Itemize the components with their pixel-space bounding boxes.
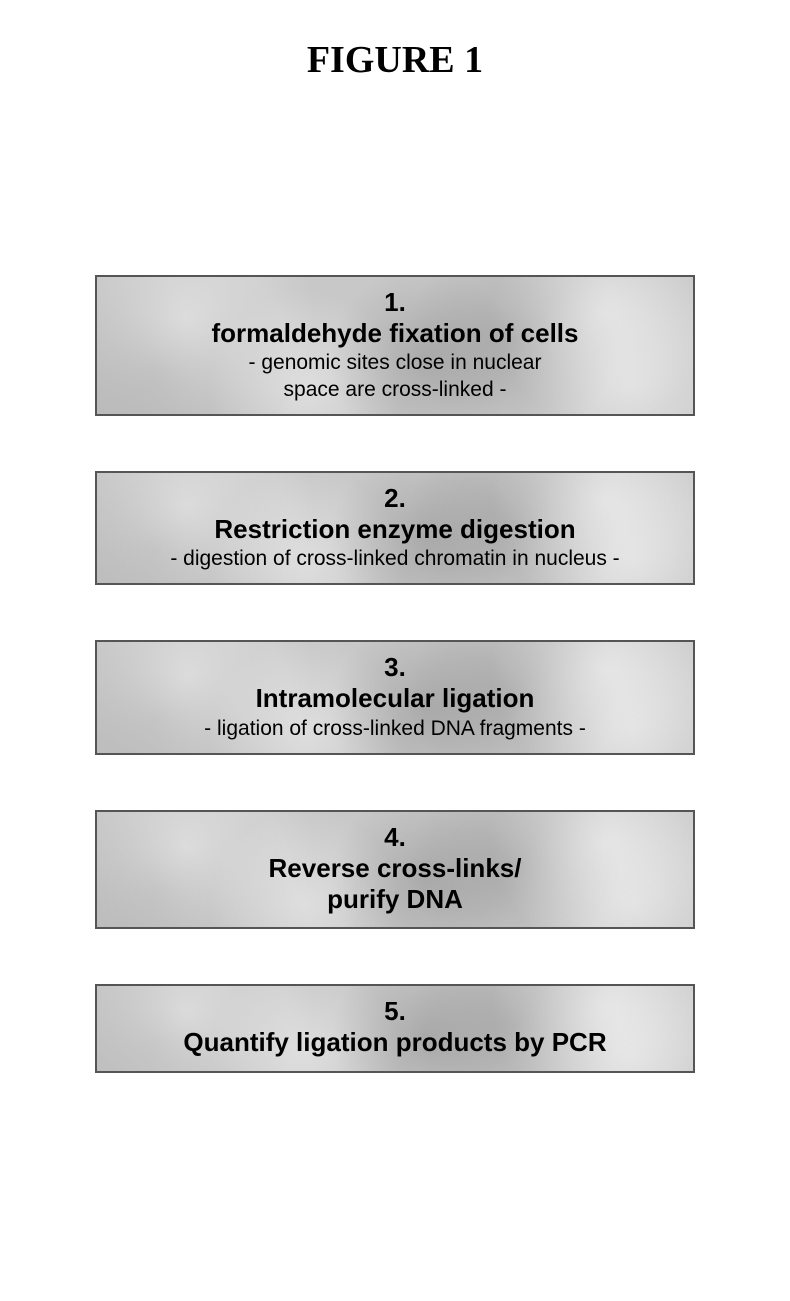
step-subtext-line2: space are cross-linked -	[105, 378, 685, 402]
step-number: 2.	[105, 483, 685, 514]
step-box-3: 3. Intramolecular ligation - ligation of…	[95, 640, 695, 755]
step-box-4: 4. Reverse cross-links/ purify DNA	[95, 810, 695, 930]
step-heading-line1: Reverse cross-links/	[105, 853, 685, 884]
step-number: 4.	[105, 822, 685, 853]
step-number: 1.	[105, 287, 685, 318]
step-subtext-line1: - genomic sites close in nuclear	[105, 351, 685, 375]
step-heading: formaldehyde fixation of cells	[105, 318, 685, 349]
step-subtext-line1: - ligation of cross-linked DNA fragments…	[105, 717, 685, 741]
step-box-2: 2. Restriction enzyme digestion - digest…	[95, 471, 695, 586]
step-heading: Intramolecular ligation	[105, 683, 685, 714]
figure-title: FIGURE 1	[0, 38, 790, 82]
step-number: 5.	[105, 996, 685, 1027]
step-subtext-line1: - digestion of cross-linked chromatin in…	[105, 547, 685, 571]
steps-container: 1. formaldehyde fixation of cells - geno…	[95, 275, 695, 1128]
step-box-1: 1. formaldehyde fixation of cells - geno…	[95, 275, 695, 416]
step-box-5: 5. Quantify ligation products by PCR	[95, 984, 695, 1072]
step-heading-line2: purify DNA	[105, 884, 685, 915]
step-number: 3.	[105, 652, 685, 683]
step-heading: Restriction enzyme digestion	[105, 514, 685, 545]
step-heading: Quantify ligation products by PCR	[105, 1027, 685, 1058]
